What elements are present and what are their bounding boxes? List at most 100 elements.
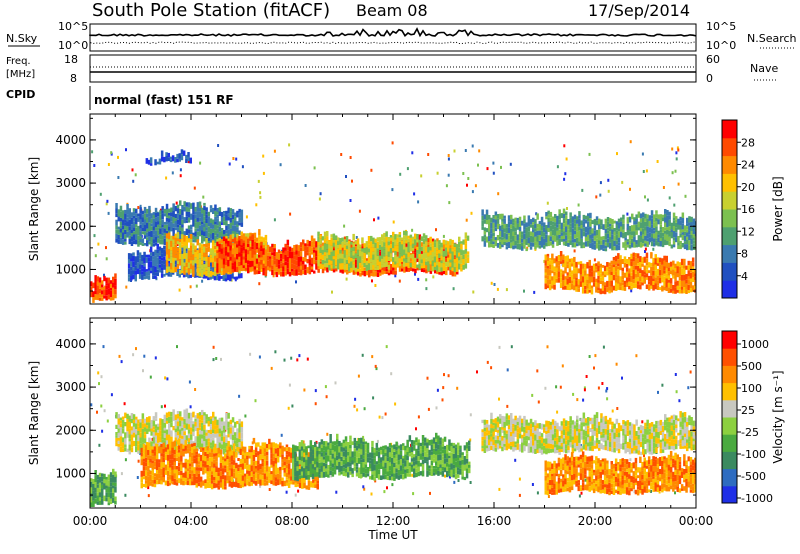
power-echo-cell	[167, 263, 170, 269]
power-echo-cell	[326, 231, 329, 237]
velocity-echo-cell	[232, 457, 236, 460]
power-echo-cell	[661, 227, 665, 233]
power-echo-cell	[551, 285, 554, 289]
power-echo-cell	[211, 258, 215, 263]
velocity-echo-cell	[238, 442, 241, 448]
power-echo-cell	[578, 241, 581, 246]
velocity-echo-cell	[203, 420, 206, 425]
velocity-echo-cell	[119, 417, 123, 421]
power-echo-cell	[150, 226, 153, 231]
power-echo-cell	[240, 247, 243, 254]
power-echo-cell	[544, 260, 547, 266]
power-echo-cell	[661, 275, 664, 280]
power-echo-cell	[112, 276, 115, 283]
velocity-echo-cell	[172, 415, 175, 421]
power-echo-cell	[646, 230, 649, 234]
power-echo-cell	[183, 246, 186, 250]
power-echo-cell	[381, 234, 384, 241]
power-noise-cell	[673, 203, 676, 207]
power-echo-cell	[659, 238, 663, 241]
power-echo-cell	[214, 249, 217, 253]
power-echo-cell	[163, 213, 167, 217]
power-echo-cell	[163, 156, 166, 163]
power-echo-cell	[139, 242, 142, 245]
power-echo-cell	[604, 228, 608, 234]
power-echo-cell	[249, 255, 252, 261]
power-echo-cell	[617, 222, 621, 229]
velocity-echo-cell	[180, 475, 183, 479]
velocity-echo-cell	[115, 435, 118, 438]
power-echo-cell	[130, 212, 134, 218]
velocity-echo-cell	[191, 473, 194, 477]
power-echo-cell	[647, 262, 651, 268]
power-echo-cell	[669, 270, 673, 274]
power-echo-cell	[121, 225, 125, 230]
power-echo-cell	[527, 237, 531, 240]
power-echo-cell	[156, 253, 159, 258]
velocity-echo-cell	[236, 443, 239, 447]
velocity-echo-cell	[220, 436, 224, 441]
power-noise-cell	[398, 279, 401, 283]
velocity-echo-cell	[186, 471, 190, 478]
power-echo-cell	[379, 251, 382, 256]
power-echo-cell	[350, 257, 353, 262]
power-echo-cell	[198, 252, 202, 259]
velocity-echo-cell	[207, 421, 211, 427]
power-echo-cell	[183, 249, 186, 253]
power-noise-cell	[593, 258, 596, 262]
power-echo-cell	[565, 235, 568, 241]
power-echo-cell	[598, 240, 601, 245]
power-echo-cell	[149, 261, 153, 268]
power-echo-cell	[544, 283, 547, 290]
velocity-echo-cell	[235, 477, 238, 482]
power-echo-cell	[238, 261, 241, 266]
power-echo-cell	[200, 249, 204, 256]
power-echo-cell	[631, 243, 634, 248]
power-echo-cell	[554, 226, 557, 233]
power-echo-cell	[172, 232, 175, 237]
power-echo-cell	[226, 274, 230, 281]
power-echo-cell	[664, 222, 667, 228]
power-echo-cell	[543, 232, 546, 236]
power-echo-cell	[558, 209, 561, 214]
power-echo-cell	[317, 241, 320, 246]
velocity-echo-cell	[215, 476, 218, 484]
velocity-echo-cell	[220, 440, 224, 445]
power-echo-cell	[244, 263, 248, 268]
power-echo-cell	[599, 280, 602, 284]
power-echo-cell	[220, 217, 224, 223]
velocity-echo-cell	[169, 459, 172, 464]
power-echo-cell	[440, 260, 443, 264]
velocity-echo-cell	[185, 418, 189, 424]
power-echo-cell	[458, 236, 461, 242]
power-echo-cell	[669, 261, 673, 267]
power-echo-cell	[284, 261, 287, 266]
power-echo-cell	[403, 261, 406, 267]
power-echo-cell	[536, 223, 539, 228]
power-echo-cell	[158, 259, 162, 265]
power-echo-cell	[193, 262, 197, 268]
power-echo-cell	[154, 217, 158, 222]
power-echo-cell	[691, 271, 695, 278]
power-echo-cell	[185, 266, 188, 270]
power-echo-cell	[597, 275, 600, 280]
power-echo-cell	[291, 247, 294, 252]
power-echo-cell	[503, 228, 506, 233]
power-noise-cell	[436, 171, 439, 175]
power-echo-cell	[205, 270, 208, 277]
velocity-echo-cell	[170, 411, 173, 417]
power-echo-cell	[416, 234, 419, 240]
power-echo-cell	[635, 219, 638, 225]
power-echo-cell	[374, 271, 378, 277]
power-echo-cell	[414, 248, 417, 253]
power-echo-cell	[350, 251, 353, 258]
power-echo-cell	[534, 231, 537, 237]
power-echo-cell	[672, 230, 676, 238]
power-echo-cell	[440, 255, 443, 261]
velocity-echo-cell	[240, 427, 244, 433]
power-echo-cell	[231, 214, 235, 220]
power-echo-cell	[617, 280, 620, 284]
velocity-echo-cell	[139, 443, 142, 448]
power-echo-cell	[174, 266, 177, 272]
power-echo-cell	[401, 268, 404, 272]
